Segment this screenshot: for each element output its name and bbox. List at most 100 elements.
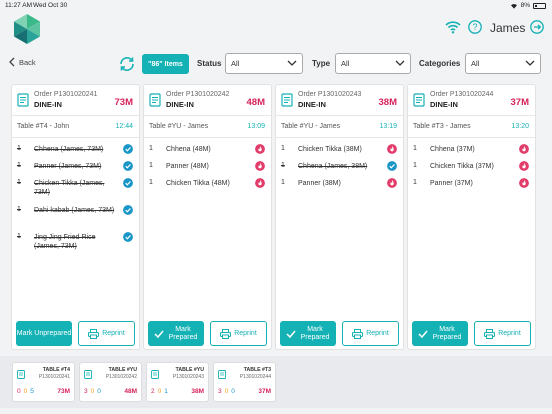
mark-prepared-label: Mark Prepared [300, 325, 330, 341]
printer-icon [352, 328, 364, 339]
reprint-button[interactable]: Reprint [78, 321, 135, 346]
mini-table: TABLE #YU [175, 367, 204, 373]
order-item[interactable]: 1 Chicken Tikka (38M) [276, 141, 403, 158]
reprint-button[interactable]: Reprint [342, 321, 399, 346]
receipt-icon [218, 370, 226, 379]
item-qty: 1 [413, 145, 417, 152]
order-time: 12:44 [115, 123, 133, 130]
status-date: Wed Oct 30 [33, 2, 68, 9]
order-item[interactable]: 1 Chhena (37M) [408, 141, 535, 158]
item-name: Chicken Tikka (48M) [166, 180, 230, 187]
item-qty: 1 [281, 162, 285, 169]
back-label: Back [19, 57, 36, 67]
mini-order: P1301020244 [239, 374, 271, 380]
fire-icon [519, 144, 529, 154]
order-item[interactable]: 1 Chhena (48M) [144, 141, 271, 158]
receipt-icon [17, 93, 29, 107]
mini-ticket[interactable]: TABLE #T4 P1301020241 0 0 5 73M [12, 362, 75, 402]
order-item[interactable]: 1 Panner (James, 73M) [12, 158, 139, 175]
count-pending: 0 [17, 388, 21, 395]
item-qty: 1 [17, 233, 21, 240]
mini-ticket[interactable]: TABLE #YU P1301020243 2 0 1 38M [146, 362, 209, 402]
item-qty: 1 [17, 162, 21, 169]
check-circle-icon [123, 205, 133, 215]
count-in-progress: 0 [224, 388, 229, 395]
order-item[interactable]: 1 Chicken Tikka (37M) [408, 158, 535, 175]
item-name: Panner (38M) [298, 180, 341, 187]
check-circle-icon [123, 232, 133, 242]
ticket-summary-bar: TABLE #T4 P1301020241 0 0 5 73M TABLE #Y… [0, 356, 552, 408]
order-item[interactable]: 1 Jing Jing Fried Rice (James, 73M) [12, 229, 139, 256]
table-label: Table #YU - James [281, 123, 341, 130]
sync-icon[interactable] [118, 55, 136, 73]
86-items-button[interactable]: "86" Items [142, 54, 189, 74]
mini-counts: 3 0 0 [218, 388, 235, 395]
type-filter-label: Type [312, 59, 331, 68]
mark-prepared-button[interactable]: Mark Prepared [280, 321, 336, 346]
check-circle-icon [387, 161, 397, 171]
receipt-icon [281, 93, 293, 107]
reprint-label: Reprint [102, 329, 125, 337]
order-timer: 37M [510, 97, 529, 108]
order-item[interactable]: 1 Panner (38M) [276, 175, 403, 192]
order-card: Order P1301020241 DINE-IN 73M Table #T4 … [11, 84, 140, 350]
item-qty: 1 [413, 162, 417, 169]
divider [276, 137, 403, 138]
divider [144, 137, 271, 138]
item-name: Chhena (48M) [166, 146, 211, 153]
reprint-button[interactable]: Reprint [210, 321, 267, 346]
order-type: DINE-IN [34, 100, 62, 109]
order-item[interactable]: 1 Panner (48M) [144, 158, 271, 175]
help-icon[interactable]: ? [468, 20, 482, 34]
mini-ticket[interactable]: TABLE #YU P1301020242 3 0 0 48M [79, 362, 142, 402]
mini-table: TABLE #T4 [42, 367, 70, 373]
chevron-down-icon [395, 60, 405, 66]
item-qty: 1 [281, 179, 285, 186]
filter-toolbar: Back "86" Items Status All Type All Cate… [0, 52, 552, 76]
order-item[interactable]: 1 Chicken Tikka (48M) [144, 175, 271, 192]
wifi-icon[interactable] [445, 20, 461, 34]
table-label: Table #T3 - James [413, 123, 471, 130]
order-item[interactable]: 1 Chhena (James, 38M) [276, 158, 403, 175]
item-qty: 1 [17, 206, 21, 213]
item-name: Panner (37M) [430, 180, 473, 187]
item-qty: 1 [17, 145, 21, 152]
mark-prepared-button[interactable]: Mark Prepared [412, 321, 468, 346]
mark-prepared-label: Mark Prepared [168, 325, 198, 341]
order-number: Order P1301020242 [166, 91, 230, 98]
reprint-button[interactable]: Reprint [474, 321, 531, 346]
order-item[interactable]: 1 Chhena (James, 73M) [12, 141, 139, 158]
reprint-label: Reprint [498, 329, 521, 337]
categories-select[interactable]: All [465, 53, 541, 74]
order-number: Order P1301020241 [34, 91, 98, 98]
status-select-value: All [231, 59, 240, 68]
mini-timer: 37M [258, 388, 271, 395]
status-select[interactable]: All [225, 53, 303, 74]
count-in-progress: 0 [157, 388, 162, 395]
type-select[interactable]: All [335, 53, 411, 74]
order-item[interactable]: 1 Dahi kabab (James, 73M) [12, 202, 139, 229]
order-item[interactable]: 1 Panner (37M) [408, 175, 535, 192]
order-number: Order P1301020243 [298, 91, 362, 98]
printer-icon [484, 328, 496, 339]
mini-ticket[interactable]: TABLE #T3 P1301020244 3 0 0 37M [213, 362, 276, 402]
mini-order: P1301020241 [38, 374, 70, 380]
check-icon [154, 330, 164, 338]
mark-unprepared-button[interactable]: Mark Unprepared [16, 321, 72, 346]
order-card: Order P1301020244 DINE-IN 37M Table #T3 … [407, 84, 536, 350]
fire-icon [519, 178, 529, 188]
item-qty: 1 [281, 145, 285, 152]
fire-icon [255, 144, 265, 154]
receipt-icon [149, 93, 161, 107]
receipt-icon [84, 370, 92, 379]
username[interactable]: James [490, 21, 526, 35]
count-in-progress: 0 [90, 388, 95, 395]
battery-percent: 8% [520, 2, 530, 9]
svg-text:?: ? [472, 22, 477, 32]
back-button[interactable]: Back [9, 57, 36, 67]
mark-prepared-button[interactable]: Mark Prepared [148, 321, 204, 346]
check-icon [286, 330, 296, 338]
order-item[interactable]: 1 Chicken Tikka (James, 73M) [12, 175, 139, 202]
logout-icon[interactable] [530, 20, 544, 34]
fire-icon [255, 161, 265, 171]
